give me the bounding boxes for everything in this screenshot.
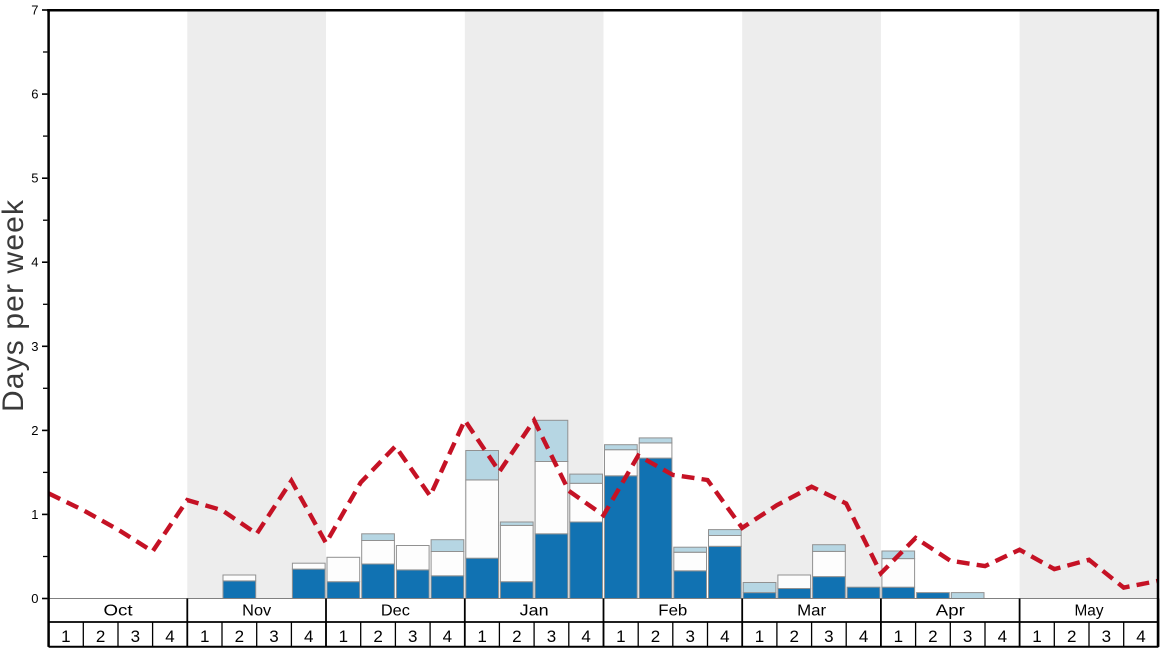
svg-text:Nov: Nov — [242, 603, 271, 620]
svg-text:3: 3 — [408, 627, 417, 646]
svg-text:4: 4 — [165, 627, 174, 646]
svg-text:3: 3 — [685, 627, 694, 646]
svg-text:4: 4 — [998, 627, 1007, 646]
svg-text:1: 1 — [31, 507, 38, 522]
svg-text:5: 5 — [31, 171, 38, 186]
svg-text:2: 2 — [928, 627, 937, 646]
svg-text:2: 2 — [96, 627, 105, 646]
svg-text:3: 3 — [269, 627, 278, 646]
svg-text:3: 3 — [131, 627, 140, 646]
svg-text:4: 4 — [443, 627, 452, 646]
svg-text:Mar: Mar — [797, 603, 827, 620]
svg-text:2: 2 — [789, 627, 798, 646]
svg-text:4: 4 — [1136, 627, 1145, 646]
svg-text:1: 1 — [755, 627, 764, 646]
svg-text:3: 3 — [547, 627, 556, 646]
svg-text:2: 2 — [512, 627, 521, 646]
svg-text:Apr: Apr — [936, 603, 966, 620]
svg-text:May: May — [1075, 603, 1104, 620]
svg-text:1: 1 — [200, 627, 209, 646]
svg-text:4: 4 — [31, 255, 38, 270]
svg-text:3: 3 — [824, 627, 833, 646]
svg-text:1: 1 — [1032, 627, 1041, 646]
svg-text:2: 2 — [31, 423, 38, 438]
svg-text:4: 4 — [304, 627, 313, 646]
svg-text:1: 1 — [616, 627, 625, 646]
svg-text:2: 2 — [1067, 627, 1076, 646]
svg-text:1: 1 — [339, 627, 348, 646]
svg-text:1: 1 — [477, 627, 486, 646]
svg-text:4: 4 — [859, 627, 868, 646]
svg-text:0: 0 — [31, 591, 38, 606]
svg-text:Feb: Feb — [658, 603, 687, 620]
svg-text:3: 3 — [31, 339, 38, 354]
svg-text:Dec: Dec — [381, 603, 410, 620]
svg-text:1: 1 — [61, 627, 70, 646]
svg-text:2: 2 — [235, 627, 244, 646]
svg-text:3: 3 — [963, 627, 972, 646]
svg-text:2: 2 — [373, 627, 382, 646]
svg-text:6: 6 — [31, 87, 38, 102]
svg-text:Days per week: Days per week — [0, 199, 30, 412]
svg-text:Jan: Jan — [520, 603, 549, 620]
svg-text:2: 2 — [651, 627, 660, 646]
svg-text:3: 3 — [1102, 627, 1111, 646]
svg-text:Oct: Oct — [104, 603, 134, 620]
svg-text:4: 4 — [720, 627, 729, 646]
svg-text:7: 7 — [31, 3, 38, 18]
svg-text:4: 4 — [581, 627, 590, 646]
svg-text:1: 1 — [894, 627, 903, 646]
